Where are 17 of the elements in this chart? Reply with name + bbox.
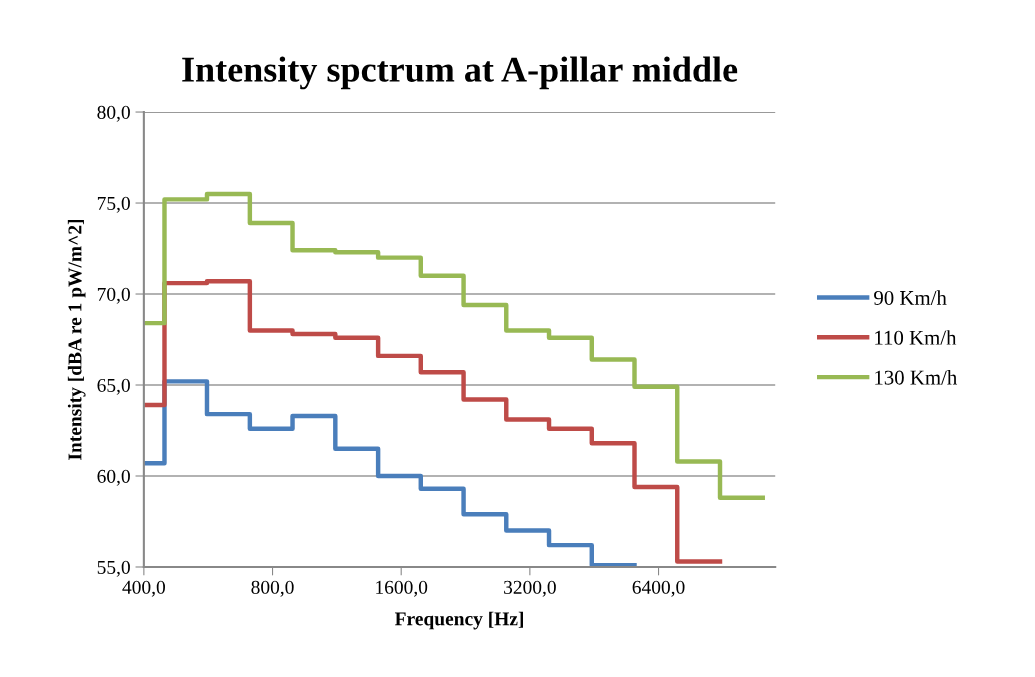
y-tick-label: 60,0 bbox=[97, 469, 130, 486]
x-tick-label: 1600,0 bbox=[376, 580, 428, 597]
y-tick-label: 75,0 bbox=[97, 196, 130, 213]
legend-label: 90 Km/h bbox=[874, 290, 947, 305]
y-axis-title: Intensity [dBA re 1 pW/m^2] bbox=[67, 219, 86, 460]
y-tick-label: 65,0 bbox=[97, 378, 130, 395]
legend-label: 130 Km/h bbox=[875, 369, 958, 385]
chart-title: Intensity spctrum at A-pillar middle bbox=[182, 56, 738, 90]
y-tick-label: 80,0 bbox=[97, 105, 130, 122]
y-tick-label: 55,0 bbox=[97, 560, 130, 577]
x-tick-label: 800,0 bbox=[251, 580, 294, 597]
x-tick-label: 6400,0 bbox=[632, 580, 685, 597]
x-tick-label: 3200,0 bbox=[504, 580, 556, 597]
legend-label: 110 Km/h bbox=[875, 330, 957, 345]
x-tick-label: 400,0 bbox=[122, 580, 165, 597]
x-axis-title: Frequency [Hz] bbox=[394, 611, 523, 630]
y-tick-label: 70,0 bbox=[97, 287, 130, 304]
